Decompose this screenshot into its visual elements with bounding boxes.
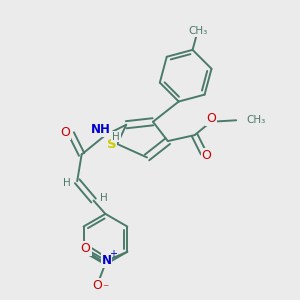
Text: CH₃: CH₃ bbox=[189, 26, 208, 36]
Text: CH₃: CH₃ bbox=[247, 115, 266, 125]
Text: H: H bbox=[112, 132, 120, 142]
Text: O: O bbox=[60, 126, 70, 139]
Text: H: H bbox=[63, 178, 71, 188]
Text: ⁻: ⁻ bbox=[103, 282, 109, 295]
Text: O: O bbox=[93, 279, 103, 292]
Text: O: O bbox=[202, 149, 212, 162]
Text: O: O bbox=[81, 242, 91, 255]
Text: S: S bbox=[106, 138, 116, 151]
Text: N: N bbox=[101, 254, 112, 267]
Text: NH: NH bbox=[91, 123, 111, 136]
Text: H: H bbox=[100, 193, 108, 202]
Text: +: + bbox=[109, 249, 117, 259]
Text: O: O bbox=[206, 112, 216, 125]
